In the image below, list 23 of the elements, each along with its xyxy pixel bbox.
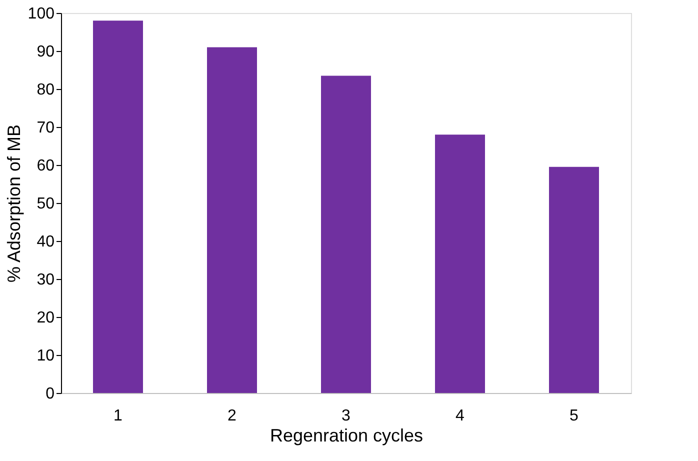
x-tick-label: 5 [570, 408, 579, 424]
y-tick-label: 30 [36, 272, 55, 288]
x-tick-label: 4 [456, 408, 465, 424]
y-tick-label: 0 [46, 386, 55, 402]
x-tick-label: 2 [228, 408, 237, 424]
bar [93, 20, 143, 393]
y-tick-label: 90 [36, 44, 55, 60]
y-tick-label: 20 [36, 310, 55, 326]
y-tick-label: 40 [36, 234, 55, 250]
y-axis-title: % Adsorption of MB [4, 124, 24, 283]
x-tick-label: 1 [114, 408, 123, 424]
y-tick-label: 100 [28, 6, 55, 22]
y-tick-label: 10 [36, 348, 55, 364]
y-tick-label: 60 [36, 158, 55, 174]
y-tick-label: 50 [36, 196, 55, 212]
bar [207, 47, 257, 393]
bar [321, 76, 371, 393]
y-tick-label: 80 [36, 82, 55, 98]
bar [549, 166, 599, 393]
x-axis-title: Regenration cycles [270, 426, 424, 446]
y-tick-label: 70 [36, 120, 55, 136]
bar [435, 134, 485, 393]
x-tick-label: 3 [342, 408, 351, 424]
